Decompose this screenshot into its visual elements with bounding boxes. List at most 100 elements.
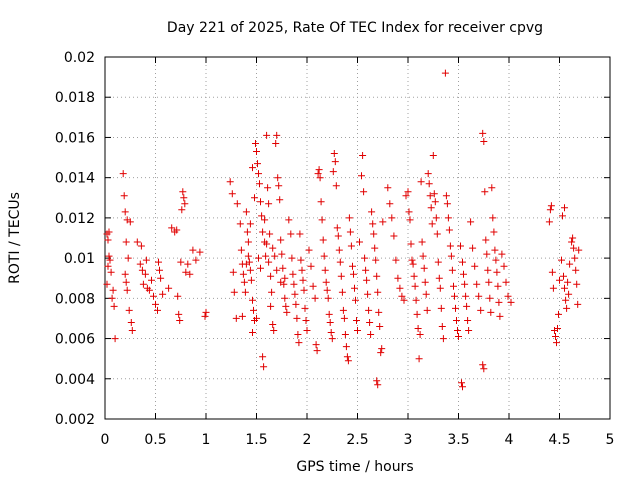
data-point [450, 282, 457, 290]
data-point [493, 268, 501, 276]
data-point [104, 236, 112, 244]
data-point [452, 304, 459, 312]
data-point [309, 282, 317, 290]
data-point [253, 314, 260, 322]
data-point [361, 254, 369, 262]
data-point [239, 270, 247, 278]
data-point [353, 317, 360, 324]
data-point [119, 170, 127, 178]
data-point [241, 288, 249, 296]
data-point [350, 270, 357, 278]
data-point [281, 274, 289, 282]
data-point [246, 220, 254, 228]
data-point [482, 236, 490, 244]
data-point [321, 266, 329, 274]
data-points [103, 69, 583, 391]
data-point [443, 200, 451, 208]
data-point [573, 280, 581, 288]
data-point [105, 252, 113, 260]
data-point [108, 294, 116, 302]
data-point [180, 194, 188, 202]
data-point [574, 300, 582, 308]
data-point [283, 308, 291, 316]
data-point [329, 168, 337, 176]
data-point [564, 278, 572, 286]
data-point [269, 321, 277, 328]
data-point [484, 266, 492, 274]
data-point [442, 192, 450, 200]
y-axis-label: ROTI / TECUs [7, 192, 23, 284]
y-tick-label: 0.008 [55, 291, 95, 307]
y-tick-label: 0.01 [64, 251, 95, 267]
data-point [429, 152, 437, 159]
data-point [413, 310, 421, 318]
data-point [459, 383, 466, 391]
data-point [300, 286, 308, 294]
data-point [492, 256, 500, 264]
data-point [142, 256, 150, 264]
data-point [267, 272, 275, 280]
data-point [126, 218, 134, 226]
data-point [422, 290, 430, 298]
data-point [271, 252, 279, 260]
data-point [282, 302, 290, 310]
data-point [507, 298, 515, 306]
data-point [269, 244, 277, 252]
data-point [293, 314, 301, 322]
data-point [479, 361, 487, 369]
data-point [272, 140, 280, 147]
data-point [378, 345, 386, 353]
data-point [324, 294, 332, 302]
y-tick-labels: 0.002 0.004 0.006 0.008 0.01 0.012 0.014 0.016 0… [55, 50, 95, 428]
data-point [328, 335, 336, 343]
data-point [372, 256, 380, 264]
data-point [159, 290, 167, 298]
data-point [434, 258, 442, 266]
data-point [145, 286, 153, 294]
data-point [270, 327, 278, 334]
data-point [330, 150, 338, 157]
data-point [459, 258, 466, 266]
data-point [394, 274, 402, 282]
data-point [548, 268, 556, 276]
y-tick-label: 0.02 [64, 50, 95, 66]
data-point [137, 242, 145, 250]
data-point [488, 184, 496, 192]
data-point [242, 208, 250, 216]
data-point [556, 276, 563, 284]
data-point [265, 258, 273, 266]
data-point [165, 284, 173, 292]
data-point [495, 298, 503, 306]
data-point [278, 250, 286, 258]
data-point [174, 292, 182, 300]
data-point [335, 246, 343, 254]
data-point [266, 230, 274, 238]
data-point [318, 216, 326, 224]
data-point [263, 240, 271, 248]
data-point [433, 230, 441, 238]
data-point [545, 218, 553, 226]
data-point [242, 260, 250, 268]
data-point [315, 166, 323, 174]
data-point [376, 323, 384, 330]
data-point [405, 208, 413, 216]
data-point [432, 214, 440, 222]
data-point [103, 280, 111, 288]
data-point [316, 174, 324, 182]
x-tick-label: 3 [404, 432, 413, 448]
data-point [549, 284, 557, 292]
data-point [571, 254, 579, 262]
data-point [338, 288, 346, 296]
data-point [275, 182, 283, 190]
data-point [244, 238, 252, 246]
data-point [460, 270, 467, 278]
data-point [196, 248, 204, 256]
data-point [392, 256, 400, 264]
data-point [568, 238, 576, 246]
data-point [312, 341, 320, 349]
x-tick-label: 1.5 [245, 432, 267, 448]
data-point [201, 312, 209, 320]
data-point [379, 218, 387, 226]
data-point [279, 264, 287, 272]
data-point [276, 196, 284, 204]
